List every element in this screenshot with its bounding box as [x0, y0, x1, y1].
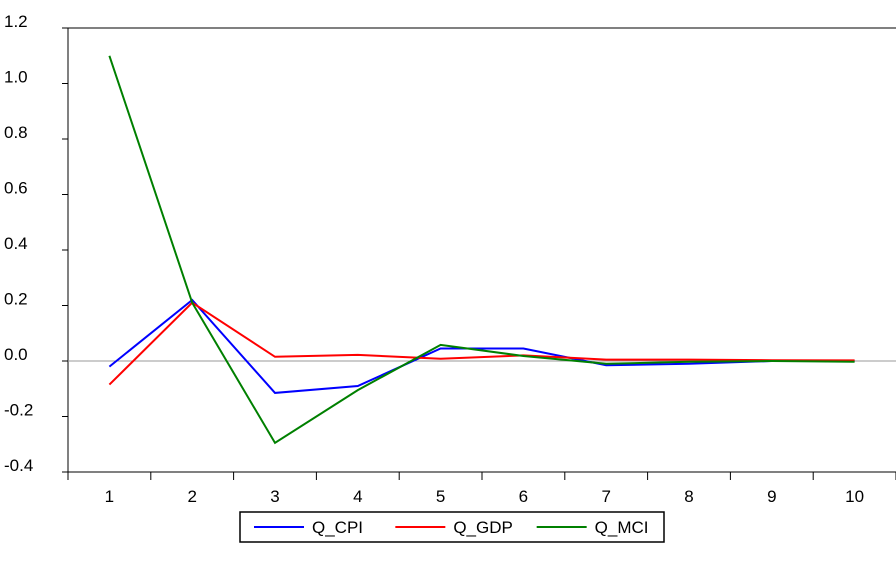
series-line-q-gdp [108, 301, 855, 386]
x-tick-label: 9 [767, 487, 776, 506]
y-tick-label: -0.4 [4, 456, 33, 475]
legend: Q_CPI Q_GDP Q_MCI [239, 511, 665, 543]
x-tick-label: 3 [270, 487, 279, 506]
x-tick-label: 4 [353, 487, 362, 506]
legend-box [239, 511, 665, 543]
axes: 1.2 1.0 0.8 0.6 0.4 0.2 0.0 -0.2 -0.4 1 2 3 4 5 6 7 8 9 10 [4, 12, 896, 506]
series-line-q-mci [108, 55, 855, 445]
series-line-q-cpi [108, 298, 855, 394]
y-tick-label: 0.2 [4, 290, 28, 309]
x-tick-label: 2 [187, 487, 196, 506]
x-tick-label: 1 [105, 487, 114, 506]
y-tick-label: 1.0 [4, 68, 28, 87]
y-tick-label: 0.4 [4, 234, 28, 253]
x-tick-label: 6 [519, 487, 528, 506]
legend-label: Q_GDP [453, 518, 513, 537]
y-tick-label: 0.8 [4, 123, 28, 142]
y-tick-label: -0.2 [4, 401, 33, 420]
x-tick-label: 8 [684, 487, 693, 506]
x-tick-label: 5 [436, 487, 445, 506]
legend-label: Q_CPI [312, 518, 363, 537]
legend-label: Q_MCI [595, 518, 649, 537]
x-tick-label: 7 [601, 487, 610, 506]
y-tick-label: 0.0 [4, 345, 28, 364]
series-lines [108, 55, 855, 445]
y-tick-label: 0.6 [4, 179, 28, 198]
y-tick-label: 1.2 [4, 12, 28, 31]
x-tick-label: 10 [845, 487, 864, 506]
